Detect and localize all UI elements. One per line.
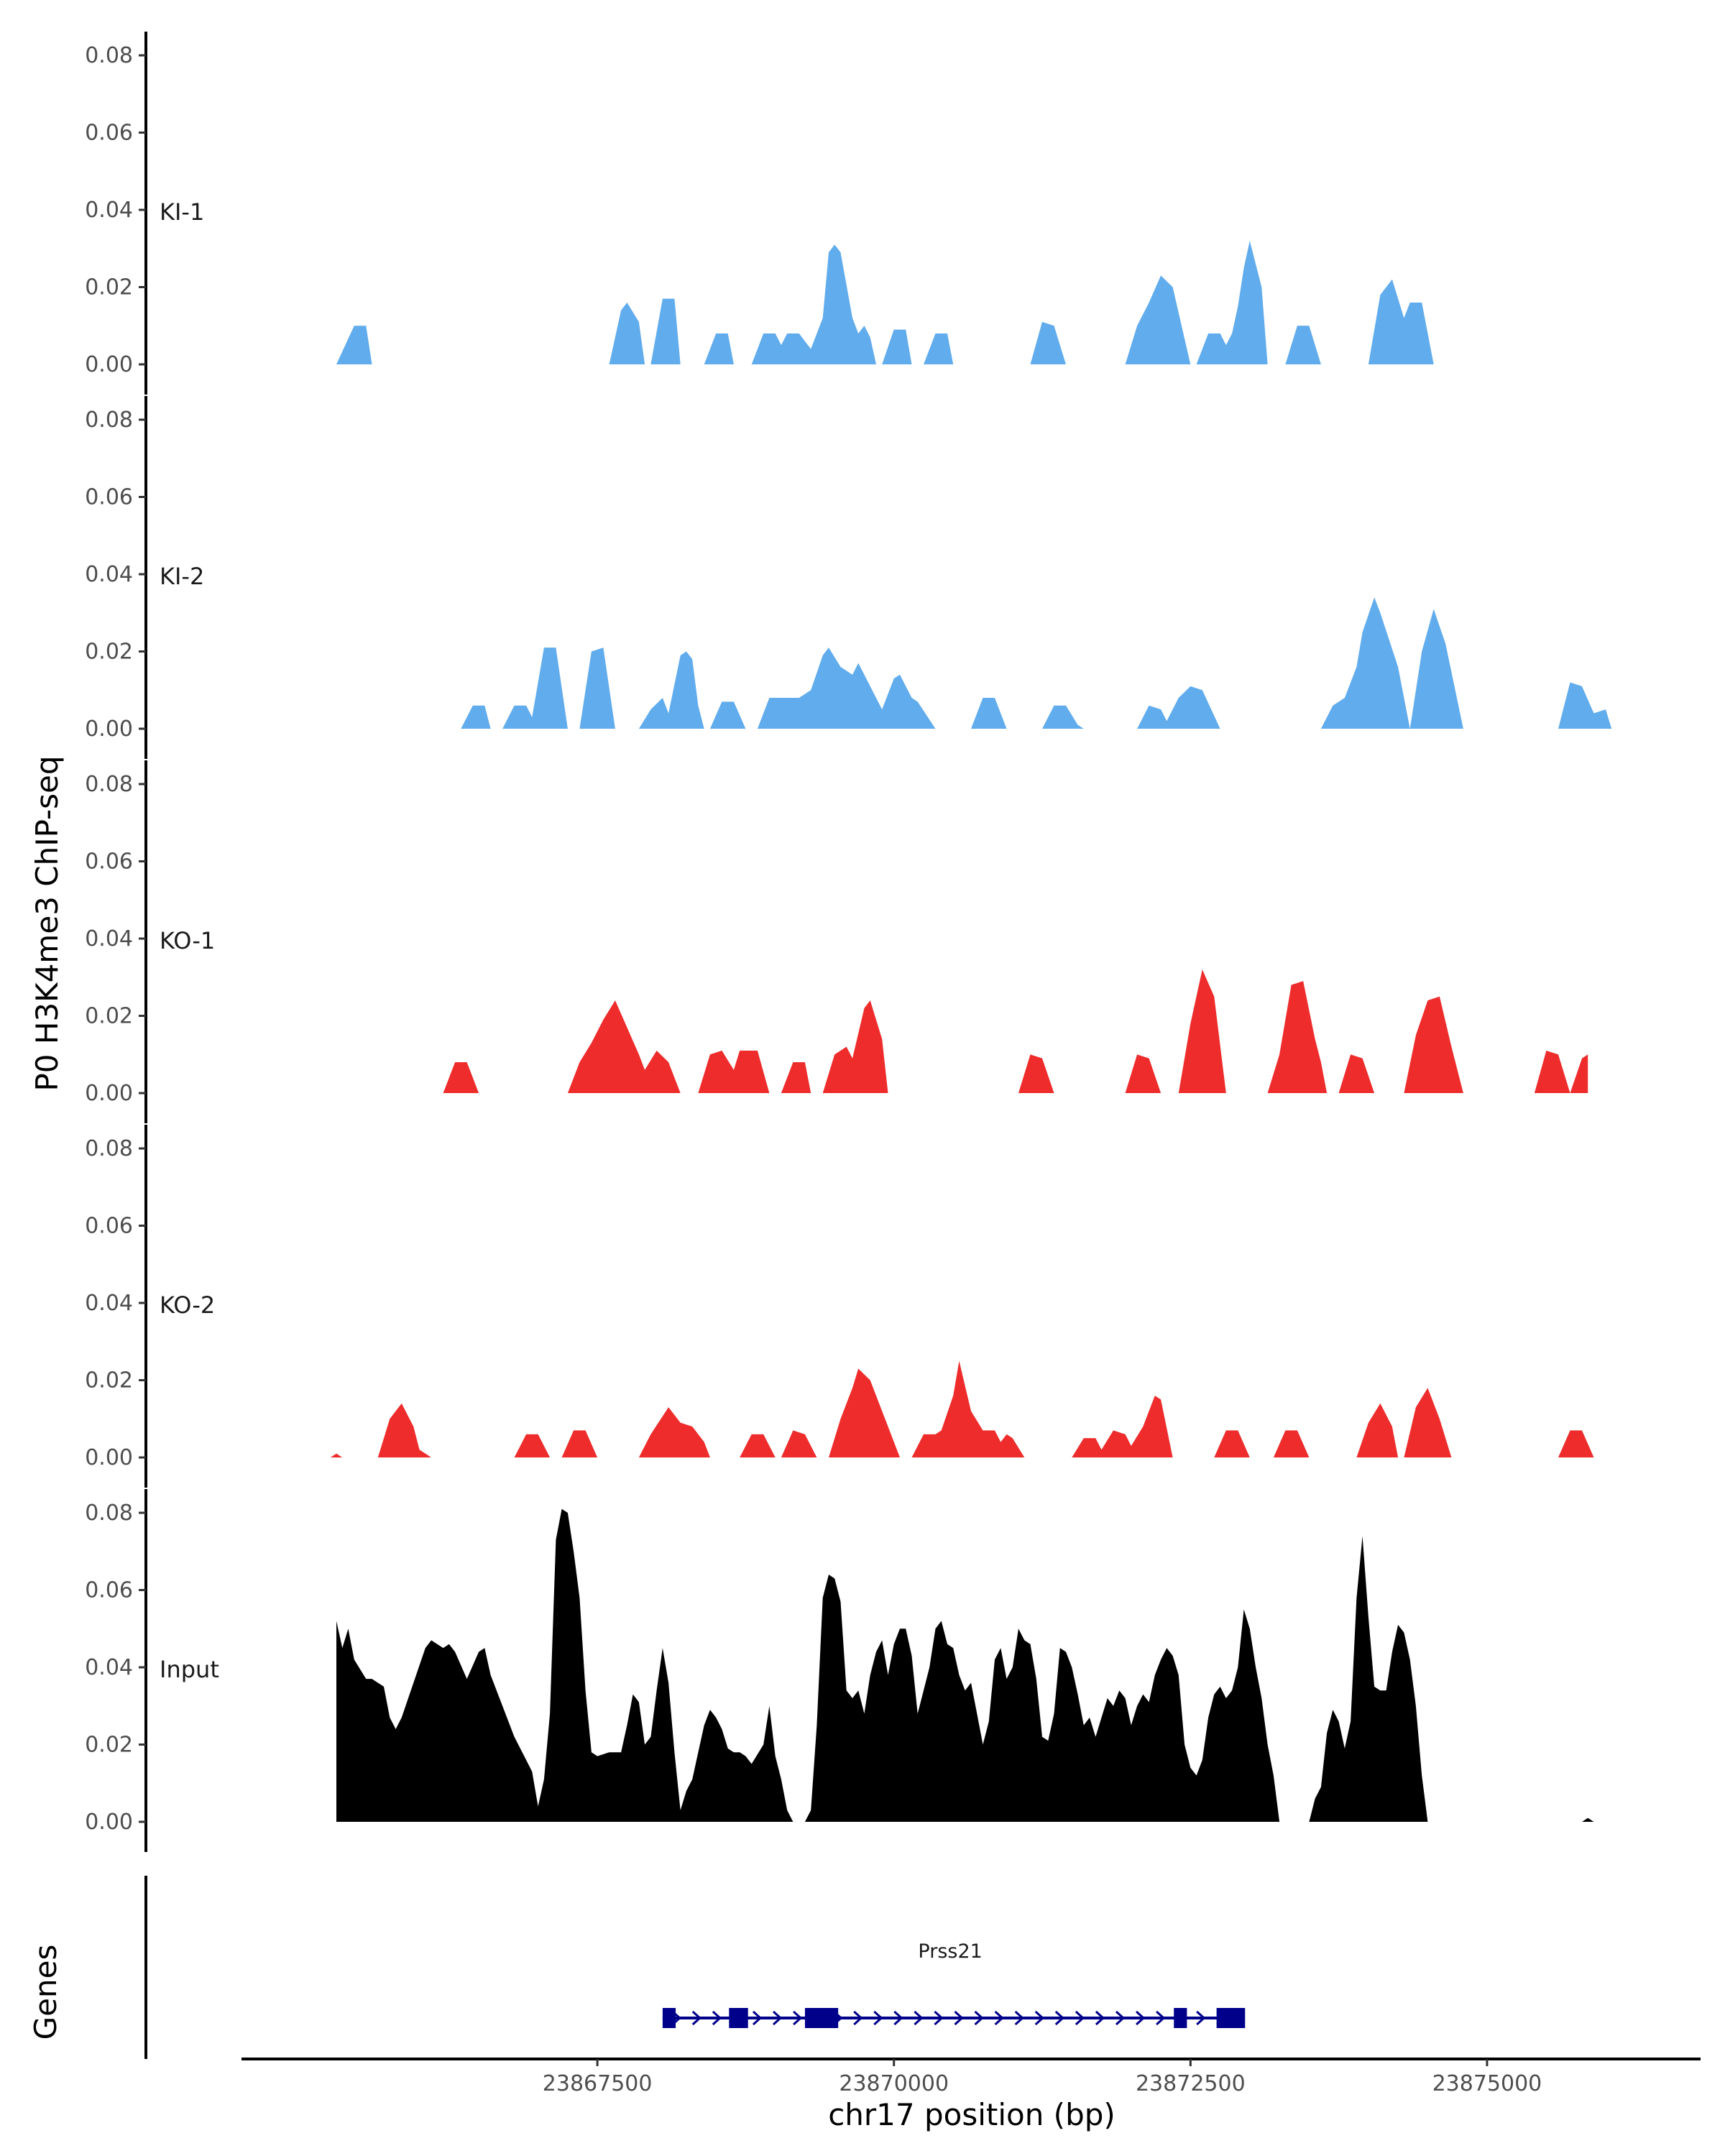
x-tick-label: 23867500 [543, 2071, 653, 2096]
x-tick-label: 23872500 [1136, 2071, 1246, 2096]
strand-arrow [1075, 2010, 1085, 2026]
track-label: KO-2 [160, 1291, 215, 1319]
coverage-area-ko-1 [443, 969, 1588, 1093]
y-tick-label: 0.08 [85, 407, 133, 433]
track-label: KO-1 [160, 927, 215, 954]
strand-arrow [1095, 2010, 1105, 2026]
x-axis: 23867500 23870000 23872500 23875000 [242, 2058, 1701, 2096]
y-tick-label: 0.06 [85, 485, 133, 510]
strand-arrow [1136, 2010, 1146, 2026]
y-tick-label: 0.04 [85, 198, 133, 223]
strand-arrow [1034, 2010, 1044, 2026]
y-tick-label: 0.06 [85, 1214, 133, 1239]
strand-arrow [873, 2010, 883, 2026]
y-tick-label: 0.08 [85, 1501, 133, 1526]
track-label: KI-1 [160, 198, 204, 226]
gene-exon [729, 2008, 748, 2028]
y-tick-label: 0.00 [85, 1081, 133, 1106]
coverage-area-ki-2 [461, 597, 1612, 729]
track-ko-1: 0.00 0.02 0.04 0.06 0.08 KO-1 [85, 760, 1588, 1123]
strand-arrow [1156, 2010, 1166, 2026]
gene-exon [1216, 2008, 1246, 2028]
y-tick-label: 0.00 [85, 1810, 133, 1835]
x-tick-label: 23875000 [1432, 2071, 1542, 2096]
strand-arrow [1014, 2010, 1024, 2026]
strand-arrow [954, 2010, 964, 2026]
strand-arrow [974, 2010, 984, 2026]
coverage-area-ki-1 [336, 241, 1434, 364]
y-tick-label: 0.02 [85, 1368, 133, 1393]
track-label: Input [160, 1656, 219, 1683]
y-tick-label: 0.02 [85, 640, 133, 665]
gene-track: Prss21 [144, 1876, 1246, 2059]
gene-exon [1174, 2008, 1187, 2028]
x-tick-label: 23870000 [839, 2071, 949, 2096]
strand-arrow [934, 2010, 944, 2026]
y-tick-label: 0.04 [85, 926, 133, 952]
y-tick-label: 0.04 [85, 1291, 133, 1316]
y-tick-label: 0.02 [85, 1004, 133, 1029]
gene-name-label: Prss21 [918, 1940, 982, 1963]
strand-arrow [914, 2010, 924, 2026]
y-tick-label: 0.06 [85, 1578, 133, 1603]
track-ko-2: 0.00 0.02 0.04 0.06 0.08 KO-2 [85, 1125, 1594, 1488]
strand-arrow [1196, 2010, 1206, 2026]
track-label: KI-2 [160, 563, 204, 590]
strand-arrow [994, 2010, 1004, 2026]
strand-arrow [1054, 2010, 1065, 2026]
strand-arrow [1115, 2010, 1126, 2026]
y-axis-title: P0 H3K4me3 ChIP-seq [29, 755, 65, 1091]
strand-arrow [853, 2010, 863, 2026]
x-axis-title: chr17 position (bp) [828, 2097, 1116, 2132]
coverage-area-ko-2 [330, 1360, 1594, 1457]
strand-arrow [752, 2010, 763, 2026]
y-tick-label: 0.02 [85, 275, 133, 300]
y-tick-label: 0.06 [85, 849, 133, 875]
y-tick-label: 0.04 [85, 1655, 133, 1680]
y-tick-label: 0.08 [85, 43, 133, 68]
y-tick-label: 0.08 [85, 772, 133, 797]
y-tick-label: 0.00 [85, 717, 133, 742]
track-input: 0.00 0.02 0.04 0.06 0.08 Input [85, 1489, 1594, 1852]
genes-axis-title: Genes [28, 1945, 63, 2040]
y-tick-label: 0.04 [85, 562, 133, 587]
y-tick-label: 0.02 [85, 1733, 133, 1758]
strand-arrow [793, 2010, 803, 2026]
tracks: 0.00 0.02 0.04 0.06 0.08 KI-1 0.00 0.02 0.04 0.06… [85, 32, 1612, 1852]
gene-exon [804, 2008, 839, 2028]
track-ki-1: 0.00 0.02 0.04 0.06 0.08 KI-1 [85, 32, 1434, 395]
y-tick-label: 0.00 [85, 1445, 133, 1470]
track-ki-2: 0.00 0.02 0.04 0.06 0.08 KI-2 [85, 396, 1612, 759]
strand-arrow [712, 2010, 722, 2026]
y-tick-label: 0.06 [85, 121, 133, 146]
strand-arrow [772, 2010, 783, 2026]
gene-exon [662, 2008, 676, 2028]
y-tick-label: 0.08 [85, 1136, 133, 1161]
strand-arrow [691, 2010, 702, 2026]
y-tick-label: 0.00 [85, 352, 133, 377]
strand-arrow [893, 2010, 903, 2026]
coverage-area-input [336, 1508, 1594, 1822]
